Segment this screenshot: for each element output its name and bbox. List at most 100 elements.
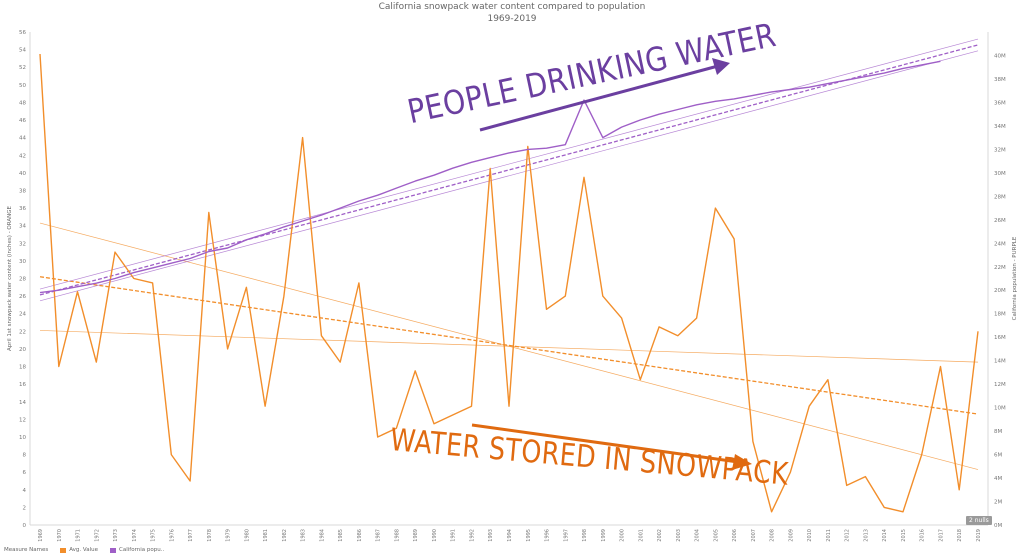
data-point-population [865, 76, 867, 78]
x-tick-label: 2001 [638, 529, 644, 542]
data-point-snowpack [621, 317, 623, 319]
x-tick-label: 1972 [94, 529, 100, 542]
data-point-snowpack [77, 291, 79, 293]
y-tick-left-label: 34 [19, 224, 26, 230]
data-point-snowpack [977, 330, 979, 332]
data-point-snowpack [846, 484, 848, 486]
y-tick-left-label: 16 [19, 382, 26, 388]
data-point-population [846, 79, 848, 81]
x-tick-label: 1978 [207, 529, 213, 542]
data-point-snowpack [902, 511, 904, 513]
y-tick-right-label: 0M [994, 523, 1002, 529]
x-tick-label: 2013 [863, 529, 869, 542]
data-point-population [658, 113, 660, 115]
data-point-population [189, 258, 191, 260]
data-point-snowpack [377, 436, 379, 438]
trend-confidence-band [39, 38, 979, 290]
legend-swatch-avg-value [60, 547, 67, 553]
x-tick-label: 1980 [244, 529, 250, 542]
data-point-population [546, 147, 548, 149]
x-tick-label: 1982 [282, 529, 288, 542]
x-tick-label: 2017 [938, 529, 944, 542]
data-point-snowpack [696, 317, 698, 319]
y-tick-right-label: 16M [994, 335, 1006, 341]
x-tick-label: 1997 [563, 529, 569, 542]
y-tick-left-label: 28 [19, 277, 26, 283]
data-point-population [602, 137, 604, 139]
x-tick-label: 2006 [732, 529, 738, 542]
data-point-population [940, 60, 942, 62]
data-point-snowpack [677, 335, 679, 337]
arrow-people-shaft [479, 64, 719, 132]
x-tick-label: 2019 [976, 529, 982, 542]
data-point-population [58, 289, 60, 291]
y-tick-left-label: 38 [19, 188, 26, 194]
y-tick-left-label: 32 [19, 241, 26, 247]
data-point-population [433, 174, 435, 176]
y-tick-left-label: 22 [19, 329, 26, 335]
data-point-population [677, 109, 679, 111]
y-tick-left-label: 42 [19, 153, 26, 159]
y-axis-left-title: April 1st snowpack water content (inches… [7, 206, 13, 351]
x-tick-label: 1979 [226, 529, 232, 542]
trend-confidence-band [39, 50, 979, 302]
x-tick-label: 1973 [113, 529, 119, 542]
data-point-snowpack [714, 207, 716, 209]
data-point-population [733, 98, 735, 100]
nulls-badge[interactable]: 2 nulls [966, 516, 992, 525]
y-tick-left-label: 20 [19, 347, 26, 353]
data-point-population [302, 220, 304, 222]
data-point-population [114, 278, 116, 280]
y-tick-right-label: 14M [994, 359, 1006, 365]
y-tick-left-label: 18 [19, 365, 26, 371]
data-point-snowpack [133, 278, 135, 280]
legend-swatch-population [110, 547, 117, 553]
data-point-population [883, 72, 885, 74]
data-point-population [264, 233, 266, 235]
data-point-population [95, 282, 97, 284]
x-tick-label: 1996 [545, 529, 551, 542]
series-line-population [39, 60, 941, 294]
y-tick-right-label: 38M [994, 77, 1006, 83]
annotation-arrows-group [471, 58, 752, 470]
series-group [39, 53, 979, 513]
y-tick-left-label: 2 [23, 505, 27, 511]
legend-label-avg-value[interactable]: Avg. Value [69, 547, 99, 553]
arrow-people-head [712, 58, 730, 75]
data-point-population [39, 292, 41, 294]
data-point-population [133, 272, 135, 274]
legend-label-population[interactable]: California popu.. [119, 547, 165, 553]
x-tick-label: 2011 [826, 529, 832, 542]
data-point-population [227, 247, 229, 249]
x-tick-label: 1993 [488, 529, 494, 542]
data-point-snowpack [152, 282, 154, 284]
y-tick-left-label: 24 [19, 312, 26, 318]
y-tick-right-label: 34M [994, 124, 1006, 130]
x-tick-label: 2009 [788, 529, 794, 542]
y-tick-left-label: 10 [19, 435, 26, 441]
data-point-snowpack [602, 295, 604, 297]
x-tick-label: 1977 [188, 529, 194, 542]
data-point-population [564, 144, 566, 146]
data-point-population [77, 286, 79, 288]
trend-line [39, 276, 979, 415]
data-point-population [752, 94, 754, 96]
data-point-snowpack [245, 286, 247, 288]
data-point-snowpack [170, 454, 172, 456]
data-point-population [452, 167, 454, 169]
x-tick-label: 1974 [132, 529, 138, 542]
y-tick-left-label: 56 [19, 30, 26, 36]
data-point-snowpack [58, 366, 60, 368]
data-point-snowpack [733, 238, 735, 240]
data-point-snowpack [39, 53, 41, 55]
data-point-snowpack [583, 176, 585, 178]
data-point-snowpack [339, 361, 341, 363]
x-tick-label: 2016 [920, 529, 926, 542]
y-axis-right-title: California population - PURPLE [1012, 236, 1018, 320]
x-tick-label: 1999 [601, 529, 607, 542]
data-point-population [152, 267, 154, 269]
data-point-snowpack [752, 440, 754, 442]
y-tick-right-label: 24M [994, 241, 1006, 247]
data-point-snowpack [658, 326, 660, 328]
data-point-population [714, 100, 716, 102]
